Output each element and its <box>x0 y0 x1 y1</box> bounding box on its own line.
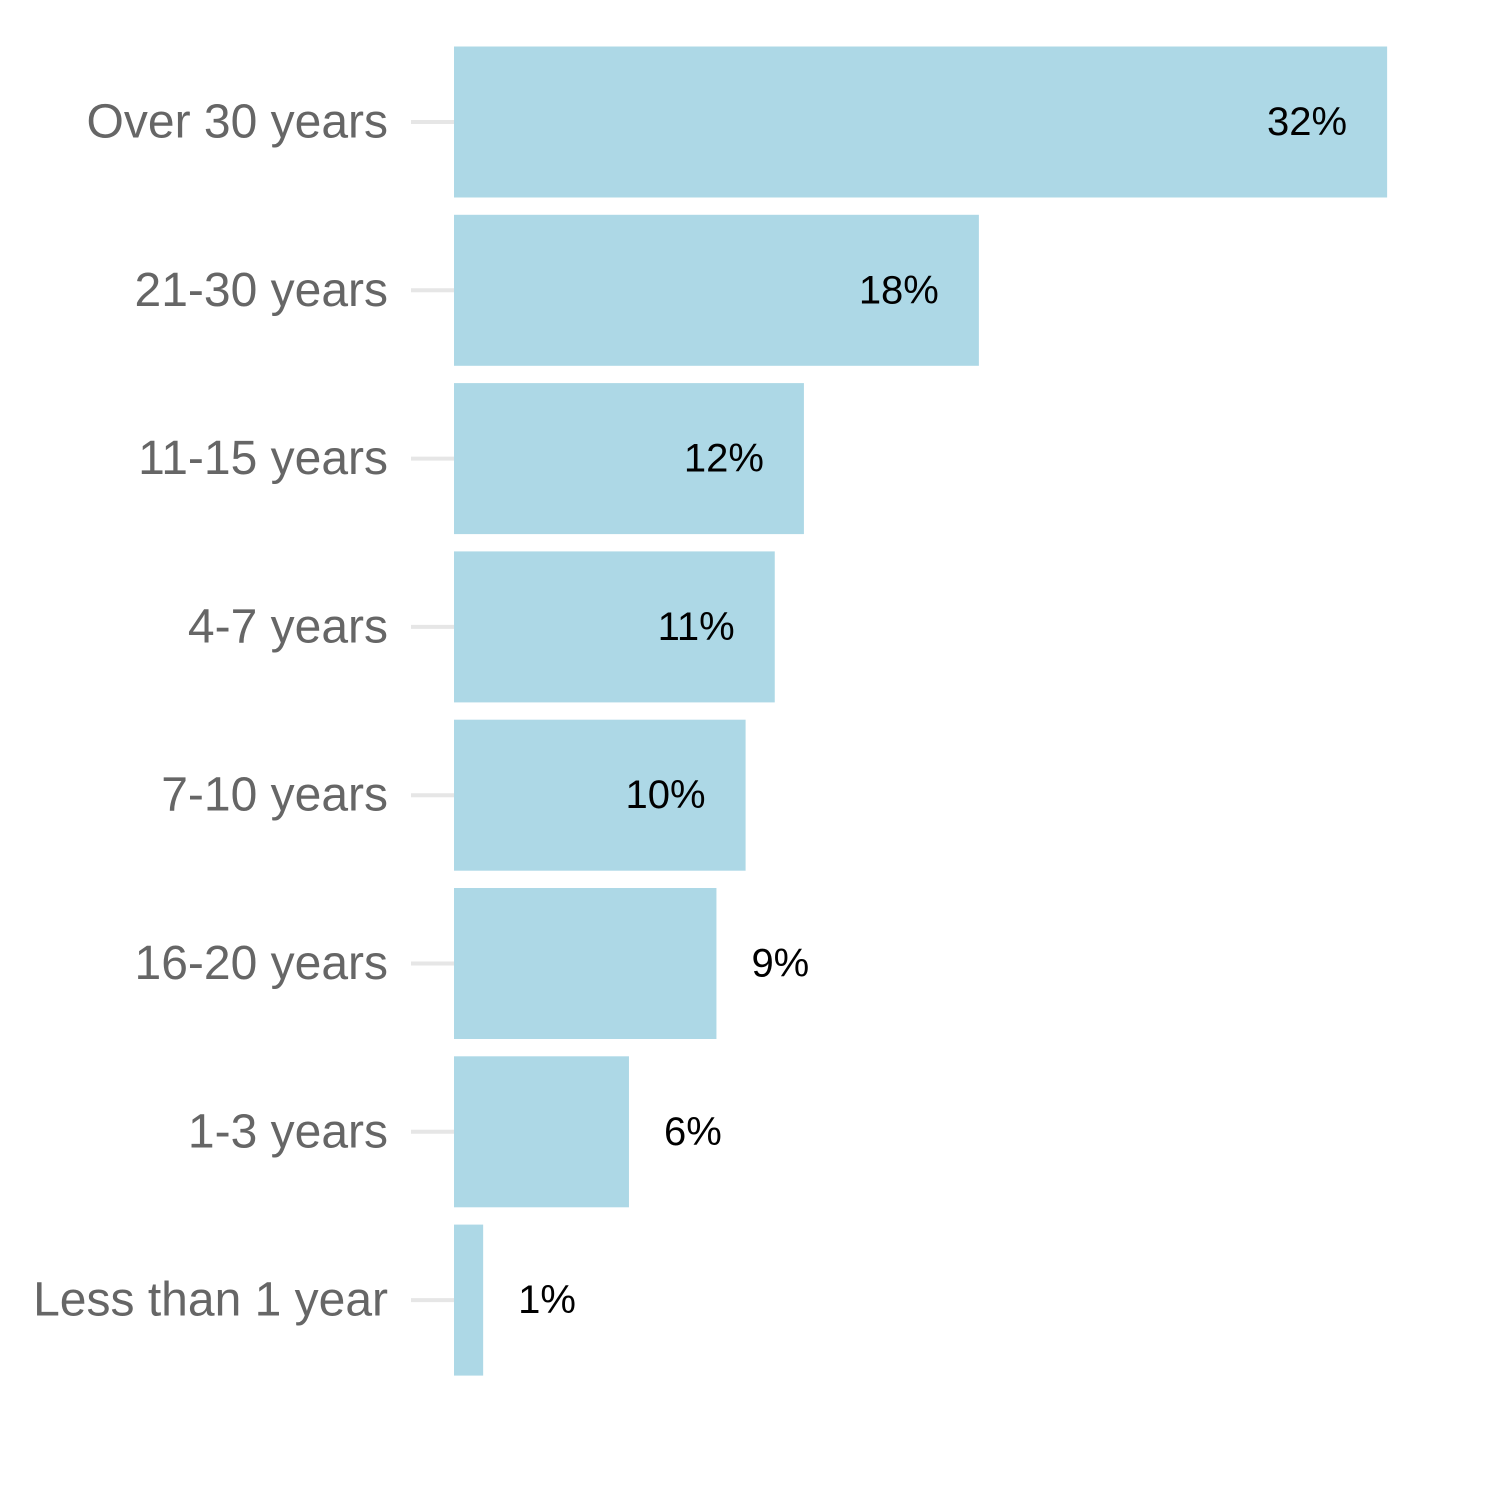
category-label: 4-7 years <box>188 600 388 653</box>
data-label: 10% <box>626 773 706 817</box>
category-label: 16-20 years <box>135 937 388 990</box>
y-axis-labels: Over 30 years 21-30 years 11-15 years 4-7 y… <box>33 96 388 1327</box>
data-labels: 32% 18% 12% 11% 10% 9% 6% 1% <box>518 100 1347 1322</box>
bar <box>454 383 804 535</box>
category-label: 1-3 years <box>188 1105 388 1158</box>
bars <box>454 46 1388 1376</box>
category-label: 7-10 years <box>161 769 388 822</box>
data-label: 12% <box>684 437 764 481</box>
bar <box>454 46 1388 198</box>
category-label: Less than 1 year <box>33 1274 388 1327</box>
data-label: 11% <box>658 605 735 649</box>
data-label: 18% <box>859 268 939 312</box>
bar <box>454 719 746 871</box>
data-label: 9% <box>751 942 809 986</box>
data-label: 32% <box>1267 100 1347 144</box>
bar <box>454 551 775 703</box>
bar <box>454 1224 484 1376</box>
data-label: 1% <box>518 1278 576 1322</box>
category-label: 11-15 years <box>138 432 388 485</box>
bar <box>454 888 717 1039</box>
bar <box>454 214 979 366</box>
data-label: 6% <box>664 1110 722 1154</box>
category-label: 21-30 years <box>135 264 388 317</box>
bar <box>454 1056 629 1208</box>
y-axis-ticks <box>411 120 454 1303</box>
category-label: Over 30 years <box>87 96 388 149</box>
